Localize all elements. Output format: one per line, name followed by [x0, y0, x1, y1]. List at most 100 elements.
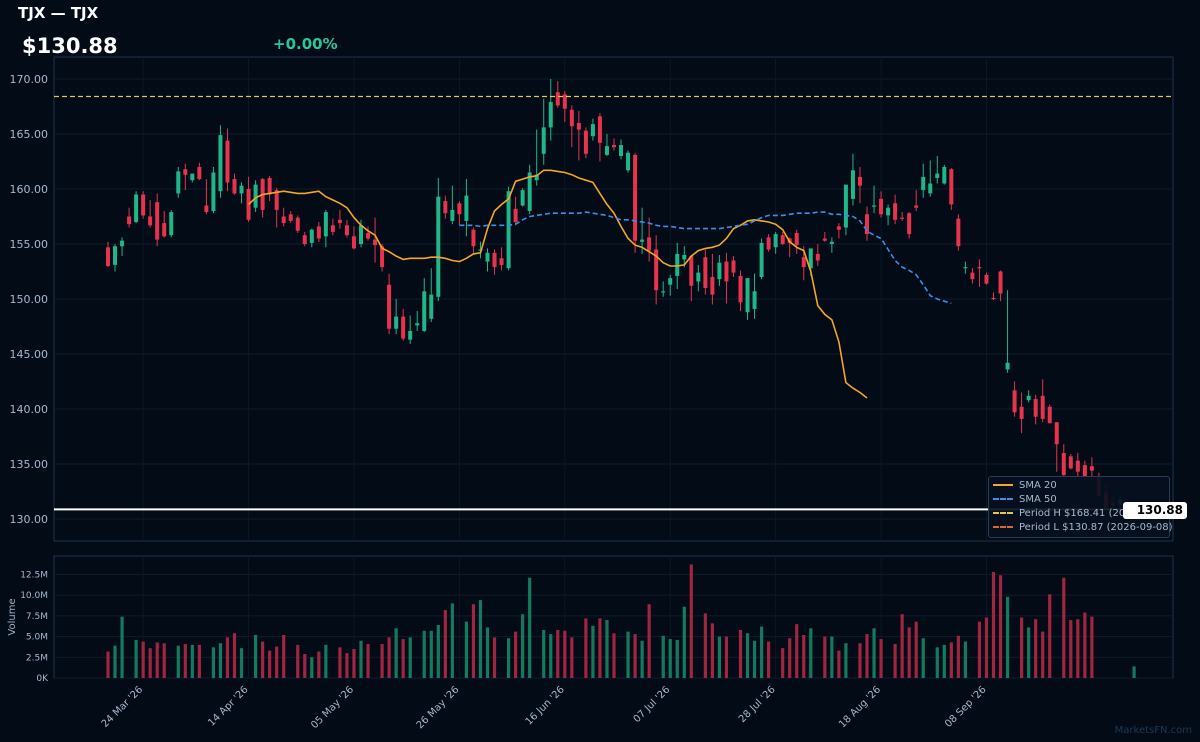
- chart-title: TJX — TJX: [18, 4, 99, 22]
- candle-body: [724, 261, 729, 282]
- volume-bar: [134, 639, 138, 678]
- candle: [429, 268, 434, 323]
- candle: [576, 110, 581, 161]
- volume-bar: [640, 640, 644, 678]
- candle-body: [590, 124, 595, 137]
- candle: [689, 255, 694, 302]
- volume-bar: [682, 606, 686, 678]
- candle-body: [843, 184, 848, 228]
- candle: [1061, 444, 1066, 477]
- candle: [717, 255, 722, 286]
- price-tick-label: 140.00: [10, 403, 49, 416]
- legend-period-low: Period L $130.87 (2026-09-08): [993, 521, 1173, 535]
- candle-body: [1019, 406, 1024, 419]
- candle: [731, 256, 736, 277]
- candle-body: [583, 130, 588, 154]
- volume-bar: [626, 631, 630, 678]
- candle: [471, 227, 476, 254]
- candle: [836, 223, 841, 239]
- candle: [422, 278, 427, 332]
- candle-body: [597, 116, 602, 143]
- legend-period-low-label: Period L $130.87 (2026-09-08): [1019, 522, 1173, 533]
- volume-bar: [317, 651, 321, 678]
- candle: [183, 163, 188, 191]
- candle: [626, 150, 631, 173]
- candle-body: [162, 223, 167, 237]
- candle: [239, 182, 244, 204]
- candle: [155, 193, 160, 247]
- candle: [914, 190, 919, 211]
- candle: [703, 249, 708, 295]
- volume-axis-label: Volume: [7, 598, 18, 635]
- candle: [815, 244, 820, 266]
- volume-bar: [450, 603, 454, 678]
- volume-bar: [106, 651, 110, 678]
- candle: [366, 226, 371, 241]
- volume-bar: [823, 636, 827, 678]
- volume-bar: [408, 637, 412, 678]
- volume-bar: [190, 644, 194, 678]
- candle-body: [295, 217, 300, 231]
- candle-body: [106, 247, 110, 266]
- candle: [604, 134, 609, 156]
- volume-bar: [991, 571, 996, 678]
- candle: [745, 278, 750, 320]
- candle-body: [836, 226, 841, 230]
- candle-body: [232, 179, 237, 194]
- volume-bar: [872, 628, 876, 678]
- volume-bar: [282, 634, 286, 678]
- volume-bar: [211, 647, 216, 678]
- x-tick-label: 18 Aug '26: [837, 684, 883, 730]
- volume-bar: [661, 635, 665, 678]
- candle: [633, 152, 638, 253]
- candle-body: [604, 146, 609, 155]
- x-tick-label: 14 Apr '26: [206, 684, 250, 728]
- volume-bar: [1027, 627, 1031, 678]
- candle-body: [316, 226, 321, 239]
- candle-body: [1047, 406, 1052, 424]
- volume-bar: [1034, 619, 1038, 678]
- candle: [506, 186, 511, 271]
- candle-body: [794, 233, 799, 246]
- candle: [436, 178, 441, 302]
- candle-body: [169, 212, 174, 236]
- volume-bar: [485, 627, 490, 678]
- candle-body: [211, 172, 216, 211]
- price-tick-label: 130.00: [10, 513, 49, 526]
- volume-bar: [830, 636, 834, 678]
- candle: [295, 215, 300, 233]
- candle: [998, 270, 1003, 302]
- legend-period-high-label: Period H $168.41 (2026-06-12): [1019, 508, 1175, 519]
- volume-bar: [113, 645, 117, 678]
- candle: [766, 234, 771, 252]
- candle: [984, 272, 989, 285]
- candle: [1033, 394, 1038, 425]
- candle: [843, 184, 848, 236]
- volume-bar: [521, 614, 525, 678]
- candle-body: [422, 291, 427, 331]
- candle-body: [752, 291, 757, 309]
- candle: [569, 105, 574, 148]
- volume-bar: [668, 639, 672, 678]
- candle: [113, 244, 118, 272]
- price-tick-label: 160.00: [10, 183, 49, 196]
- candle: [738, 270, 743, 312]
- candle: [1068, 454, 1073, 470]
- volume-bar: [738, 629, 743, 678]
- candle-body: [380, 246, 385, 268]
- volume-tick-label: 2.5M: [26, 653, 48, 663]
- candle-body: [1082, 465, 1087, 478]
- candle: [323, 209, 328, 248]
- candle-body: [555, 92, 560, 106]
- volume-bar: [563, 630, 567, 678]
- candle-body: [218, 135, 223, 192]
- candle-body: [1033, 399, 1038, 417]
- candle: [464, 179, 469, 237]
- candle-body: [689, 256, 694, 286]
- candle: [520, 187, 525, 207]
- candle: [457, 201, 462, 226]
- candle-body: [401, 316, 406, 339]
- volume-bar: [549, 634, 553, 678]
- candle-body: [612, 145, 616, 148]
- volume-bar: [598, 618, 602, 678]
